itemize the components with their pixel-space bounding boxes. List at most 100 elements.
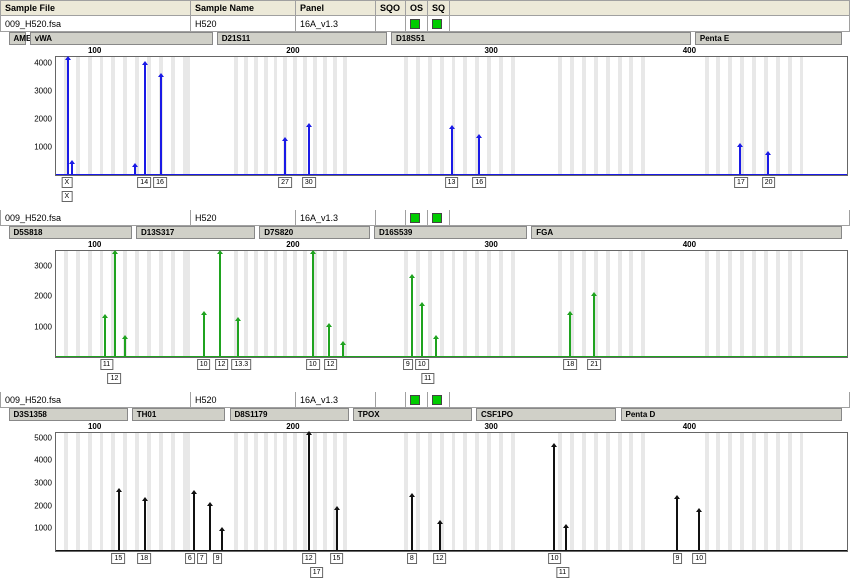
peak (451, 129, 453, 175)
allele-call[interactable]: 11 (100, 359, 113, 370)
allele-call[interactable]: 9 (213, 553, 223, 564)
allele-call[interactable]: 17 (310, 567, 324, 578)
allele-call[interactable]: 12 (433, 553, 447, 564)
peak-tip (551, 443, 557, 447)
size-grid-band (428, 251, 432, 357)
allele-call-row: X (55, 190, 848, 204)
peak-tip (306, 431, 312, 435)
peak-tip (409, 493, 415, 497)
size-grid-band (764, 433, 768, 551)
electropherogram-chart[interactable]: 1000200030004000 (55, 56, 848, 176)
locus-label: D21S11 (217, 32, 387, 45)
status-square-icon (410, 19, 420, 29)
peak-tip (696, 508, 702, 512)
size-grid-band (159, 251, 163, 357)
peak-tip (132, 163, 138, 167)
allele-call[interactable]: 13.3 (232, 359, 252, 370)
y-axis: 10002000300040005000 (18, 433, 54, 551)
size-grid-band (323, 251, 327, 357)
size-grid-band (499, 251, 503, 357)
locus-label: TPOX (353, 408, 472, 421)
size-grid-band (716, 433, 720, 551)
size-grid-band (629, 251, 633, 357)
x-tick: 400 (683, 240, 696, 249)
allele-call[interactable]: 21 (587, 359, 601, 370)
allele-call[interactable]: 6 (185, 553, 195, 564)
size-grid-band (323, 433, 327, 551)
peak (203, 315, 205, 357)
size-grid-band (333, 57, 337, 175)
allele-call[interactable]: 12 (324, 359, 338, 370)
peak-tip (765, 151, 771, 155)
allele-call[interactable]: 7 (197, 553, 207, 564)
size-grid-band (475, 251, 479, 357)
allele-call[interactable]: 15 (330, 553, 344, 564)
peak (284, 141, 286, 175)
size-grid-band (100, 433, 104, 551)
allele-call[interactable]: 12 (108, 373, 122, 384)
allele-call[interactable]: 10 (306, 359, 320, 370)
peak-tip (282, 137, 288, 141)
locus-label: D8S1179 (230, 408, 349, 421)
allele-call[interactable]: 15 (112, 553, 126, 564)
status-square-icon (410, 213, 420, 223)
allele-call[interactable]: 11 (556, 567, 569, 578)
allele-call[interactable]: 18 (564, 359, 578, 370)
allele-call[interactable]: 27 (278, 177, 292, 188)
allele-call[interactable]: 10 (548, 553, 562, 564)
allele-call[interactable]: 20 (762, 177, 776, 188)
size-grid-band (293, 433, 297, 551)
y-tick: 3000 (34, 86, 52, 95)
x-tick: 100 (88, 240, 101, 249)
allele-call[interactable]: 14 (137, 177, 151, 188)
allele-call[interactable]: 12 (215, 359, 229, 370)
size-grid-band (323, 57, 327, 175)
peak-tip (235, 317, 241, 321)
allele-call[interactable]: X (62, 177, 73, 188)
allele-call[interactable]: 17 (734, 177, 748, 188)
peak (312, 254, 314, 357)
electropherogram-chart[interactable]: 100020003000 (55, 250, 848, 358)
size-grid-band (776, 57, 780, 175)
allele-call[interactable]: 16 (153, 177, 167, 188)
panel-name: 16A_v1.3 (296, 210, 376, 225)
size-grid-band (606, 251, 610, 357)
peak (421, 306, 423, 357)
peak-tip (217, 250, 223, 254)
allele-call[interactable]: 30 (302, 177, 316, 188)
allele-call[interactable]: 13 (445, 177, 459, 188)
allele-call[interactable]: 10 (415, 359, 429, 370)
size-grid-band (582, 433, 586, 551)
size-grid-band (452, 251, 456, 357)
size-grid-band (463, 433, 467, 551)
peak-tip (567, 311, 573, 315)
size-grid-band (716, 57, 720, 175)
locus-label: D7S820 (259, 226, 370, 239)
allele-call[interactable]: 10 (692, 553, 706, 564)
size-grid-band (303, 57, 307, 175)
peak-tip (563, 524, 569, 528)
allele-call[interactable]: 9 (673, 553, 683, 564)
size-grid-band (788, 57, 792, 175)
electropherogram-chart[interactable]: 10002000300040005000 (55, 432, 848, 552)
allele-call[interactable]: 9 (403, 359, 413, 370)
allele-call[interactable]: 18 (137, 553, 151, 564)
allele-call[interactable]: 10 (197, 359, 211, 370)
y-tick: 3000 (34, 478, 52, 487)
y-axis: 1000200030004000 (18, 57, 54, 175)
status-square-icon (432, 395, 442, 405)
size-grid-band (800, 57, 804, 175)
allele-call[interactable]: 8 (407, 553, 417, 564)
peak (308, 435, 310, 551)
size-grid-band (606, 433, 610, 551)
allele-call[interactable]: 11 (421, 373, 434, 384)
allele-call[interactable]: 16 (472, 177, 486, 188)
allele-call[interactable]: X (62, 191, 73, 202)
peak-tip (201, 311, 207, 315)
y-tick: 1000 (34, 524, 52, 533)
locus-label: Penta E (695, 32, 842, 45)
size-grid-band (740, 433, 744, 551)
size-grid-band (147, 433, 151, 551)
y-tick: 2000 (34, 292, 52, 301)
allele-call[interactable]: 12 (302, 553, 316, 564)
